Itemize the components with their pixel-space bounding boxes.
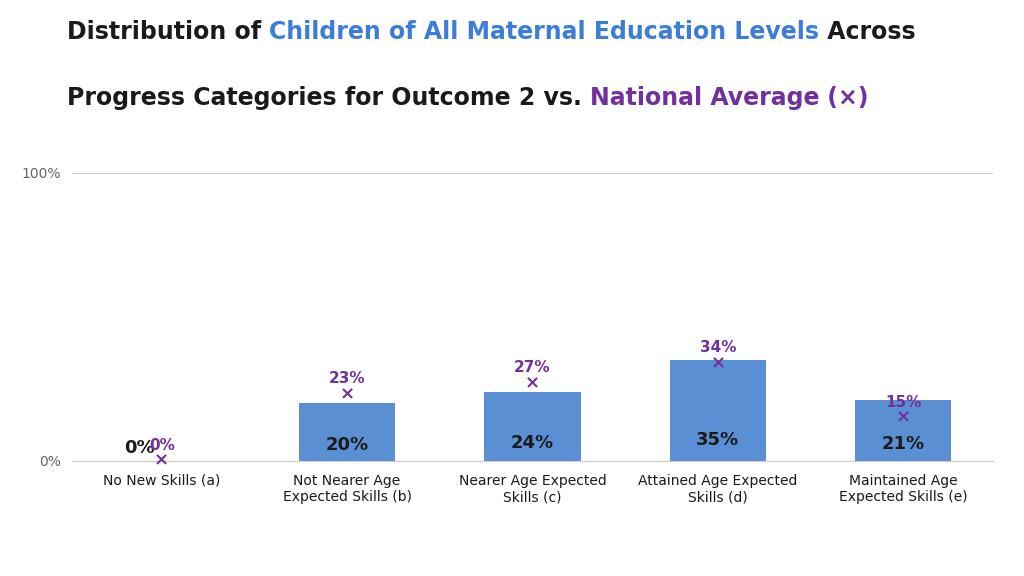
Text: 15%: 15%	[885, 395, 922, 410]
Bar	[484, 392, 581, 461]
Text: 0%: 0%	[124, 439, 155, 457]
Text: ×: ×	[711, 354, 725, 372]
Text: ×: ×	[340, 385, 354, 404]
Text: ×: ×	[525, 374, 540, 392]
Text: Children of All Maternal Education Levels: Children of All Maternal Education Level…	[269, 20, 819, 44]
Text: 23%: 23%	[329, 372, 366, 386]
Text: National Average: National Average	[590, 86, 819, 111]
Text: ×: ×	[155, 452, 169, 470]
Bar	[855, 400, 951, 461]
Text: Progress Categories for Outcome 2 vs.: Progress Categories for Outcome 2 vs.	[67, 86, 590, 111]
Text: 35%: 35%	[696, 431, 739, 449]
Text: Across: Across	[819, 20, 915, 44]
Text: 0%: 0%	[148, 438, 175, 453]
Text: 24%: 24%	[511, 434, 554, 453]
Text: Distribution of: Distribution of	[67, 20, 269, 44]
Bar	[670, 360, 766, 461]
Bar	[299, 403, 395, 461]
Text: (×): (×)	[819, 86, 868, 111]
Text: 20%: 20%	[326, 435, 369, 454]
Text: 34%: 34%	[699, 340, 736, 355]
Text: 27%: 27%	[514, 360, 551, 375]
Text: 21%: 21%	[882, 435, 925, 453]
Text: ×: ×	[896, 408, 910, 427]
